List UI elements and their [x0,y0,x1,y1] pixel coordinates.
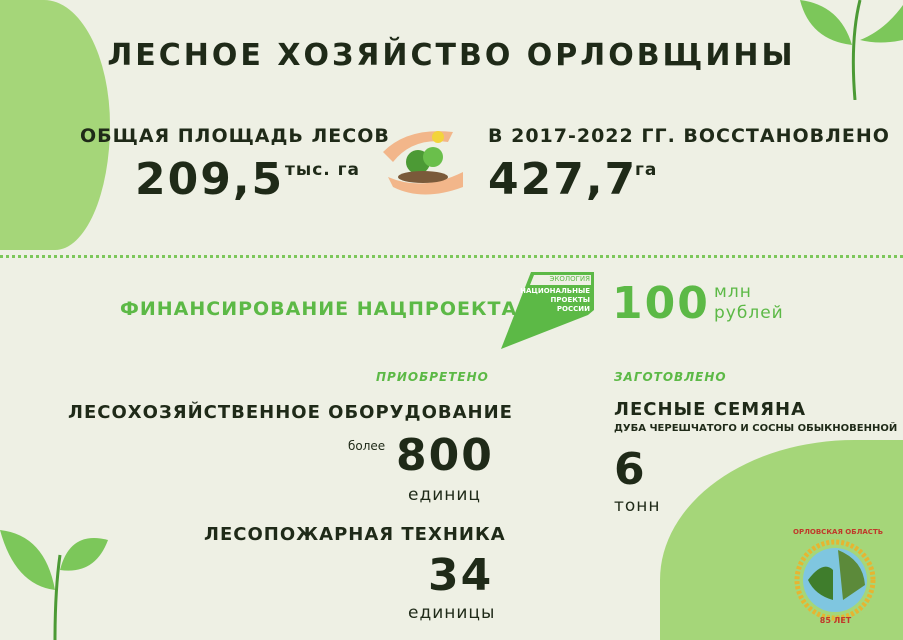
equipment-label: ЛЕСОХОЗЯЙСТВЕННОЕ ОБОРУДОВАНИЕ [68,402,513,423]
seeds-unit: тонн [614,496,661,516]
forest-area-value: 209,5 [135,154,285,205]
logo-text: РОССИИ [556,305,590,313]
equipment-value: 800 [396,430,494,481]
logo-text: НАЦИОНАЛЬНЫЕ [520,287,590,295]
funding-unit: млн [714,282,752,302]
seeds-value: 6 [614,444,647,495]
restored-label: В 2017-2022 ГГ. ВОССТАНОВЛЕНО [488,125,890,147]
funding-value: 100 [612,278,710,329]
seeds-subtitle: ДУБА ЧЕРЕШЧАТОГО И СОСНЫ ОБЫКНОВЕННОЙ [614,423,898,434]
logo-text: ЭКОЛОГИЯ [549,275,590,283]
forest-area-unit: тыс. га [285,160,361,180]
acquired-caption: ПРИОБРЕТЕНО [376,370,489,384]
leaf-sprout-icon [800,0,903,100]
page-title: ЛЕСНОЕ ХОЗЯЙСТВО ОРЛОВЩИНЫ [107,38,796,73]
fire-equipment-value: 34 [428,550,494,601]
funding-label: ФИНАНСИРОВАНИЕ НАЦПРОЕКТА [120,298,518,320]
equipment-prefix: более [348,439,386,453]
emblem-text: ОРЛОВСКАЯ ОБЛАСТЬ [793,528,884,536]
fire-equipment-unit: единицы [408,603,496,623]
logo-text: ПРОЕКТЫ [550,296,590,304]
emblem-text: 85 ЛЕТ [819,616,852,625]
forest-area-label: ОБЩАЯ ПЛОЩАДЬ ЛЕСОВ [80,125,390,147]
decor-blob-top-left [0,0,110,250]
funding-unit: рублей [714,303,784,323]
harvested-caption: ЗАГОТОВЛЕНО [614,370,727,384]
restored-unit: га [635,160,658,180]
fire-equipment-label: ЛЕСОПОЖАРНАЯ ТЕХНИКА [204,524,506,545]
national-projects-logo: ЭКОЛОГИЯ НАЦИОНАЛЬНЫЕ ПРОЕКТЫ РОССИИ [496,270,596,350]
equipment-unit: единиц [408,485,481,505]
seeds-label: ЛЕСНЫЕ СЕМЯНА [614,399,807,420]
dotted-divider [0,255,903,258]
leaf-sprout-icon [0,530,108,640]
hands-with-trees-icon [383,131,463,195]
region-emblem: ОРЛОВСКАЯ ОБЛАСТЬ 85 ЛЕТ [793,525,884,630]
restored-value: 427,7 [488,154,638,205]
